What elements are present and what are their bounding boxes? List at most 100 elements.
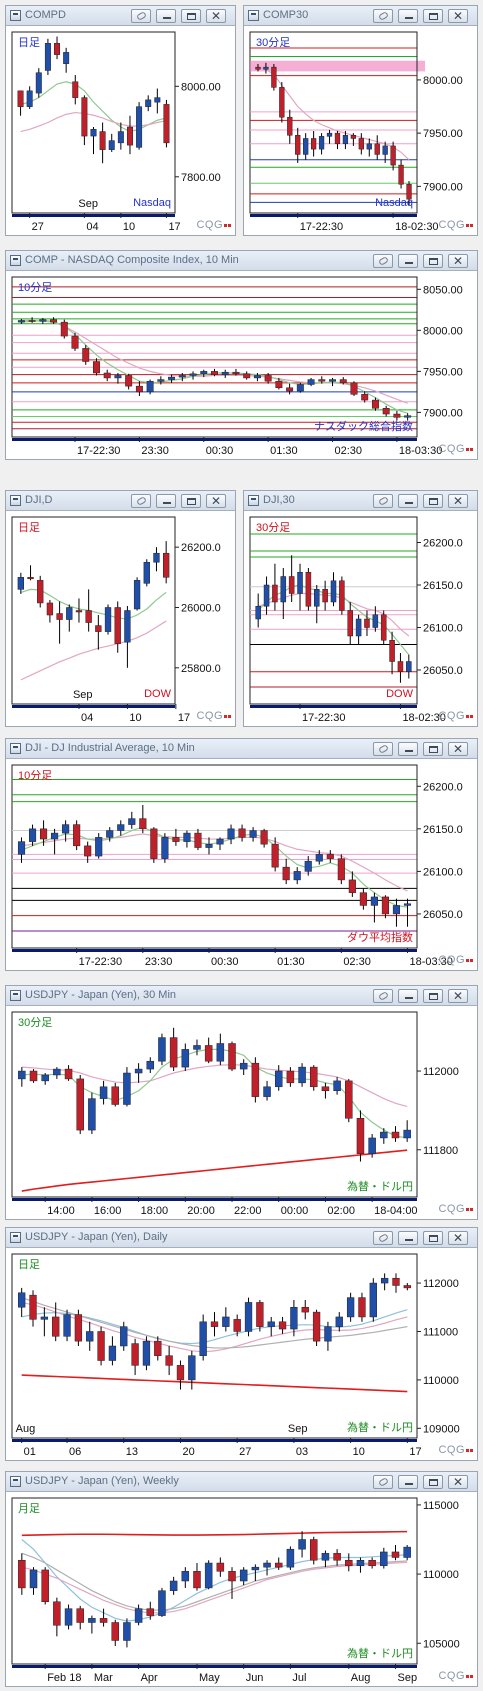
candle[interactable] [358,133,364,155]
candle[interactable] [406,654,412,679]
candle[interactable] [95,833,103,859]
minimize-button[interactable] [398,9,418,23]
candle[interactable] [356,1557,365,1573]
candle[interactable] [189,371,197,380]
candle[interactable] [227,824,235,845]
candle[interactable] [330,572,337,607]
candle[interactable] [136,102,143,150]
candle[interactable] [263,1560,271,1576]
candle[interactable] [99,122,106,164]
candle[interactable] [296,382,304,393]
candle[interactable] [368,1134,376,1158]
candle[interactable] [374,135,380,160]
maximize-button[interactable] [181,9,201,23]
candle[interactable] [165,1346,173,1376]
candle[interactable] [88,1092,96,1135]
candle[interactable] [339,377,347,385]
candle[interactable] [333,1549,341,1566]
candle[interactable] [50,317,58,324]
candle[interactable] [249,827,257,842]
candle[interactable] [393,410,401,421]
candle[interactable] [17,318,25,324]
candle[interactable] [371,397,379,411]
close-button[interactable]: ✕ [448,494,468,508]
candle[interactable] [134,1604,143,1626]
candle[interactable] [40,820,48,846]
close-button[interactable]: ✕ [448,989,468,1003]
candle[interactable] [301,1300,309,1320]
candle[interactable] [183,830,191,848]
chart-canvas[interactable]: 112000 111000 110000 109000 01 06 13 20 27 03 10 17… [6,1248,477,1460]
candle[interactable] [131,1338,139,1376]
candle[interactable] [76,1605,84,1630]
chart-canvas[interactable]: 112000 111800 14:00 16:00 18:00 20:00 22:00 00:… [6,1006,477,1219]
candle[interactable] [106,827,114,842]
candle[interactable] [178,373,186,382]
candle[interactable] [95,615,102,650]
candle[interactable] [406,181,412,206]
candle[interactable] [278,1316,287,1334]
candle[interactable] [66,604,73,632]
candle[interactable] [337,854,345,885]
candle[interactable] [163,99,170,148]
candle[interactable] [71,332,79,351]
maximize-button[interactable] [423,9,443,23]
candle[interactable] [135,381,143,396]
candle[interactable] [256,1300,264,1332]
minimize-button[interactable] [398,1475,418,1489]
chart-canvas[interactable]: 8050.00 8000.00 7950.00 7900.00 17-22:30 23:3… [6,271,477,459]
candle[interactable] [168,374,176,383]
close-button[interactable]: ✕ [206,494,226,508]
maximize-button[interactable] [423,989,443,1003]
candle[interactable] [356,1110,365,1162]
candle[interactable] [298,1531,306,1558]
candle[interactable] [324,1321,332,1351]
maximize-button[interactable] [423,1475,443,1489]
candle[interactable] [244,1297,253,1337]
candle[interactable] [228,1041,236,1072]
candle[interactable] [382,141,388,163]
candle[interactable] [35,68,42,98]
minimize-button[interactable] [398,1231,418,1245]
close-button[interactable]: ✕ [448,254,468,268]
candle[interactable] [161,833,169,863]
candle[interactable] [82,345,90,365]
candle[interactable] [128,811,136,829]
candle[interactable] [117,122,124,150]
candle[interactable] [333,1076,341,1095]
candle[interactable] [114,601,121,653]
candle[interactable] [150,827,158,863]
candle[interactable] [216,1033,225,1066]
candle[interactable] [41,1073,49,1085]
candle[interactable] [345,1078,353,1123]
candle[interactable] [27,565,34,581]
candle[interactable] [346,1292,355,1322]
minimize-button[interactable] [398,742,418,756]
candle[interactable] [347,602,353,645]
candle[interactable] [380,1128,388,1144]
close-button[interactable]: ✕ [448,1475,468,1489]
candle[interactable] [263,62,269,74]
close-button[interactable]: ✕ [448,742,468,756]
candle[interactable] [312,1309,321,1346]
candle[interactable] [228,1567,236,1599]
candle[interactable] [154,88,161,114]
candle[interactable] [163,541,170,584]
candle[interactable] [194,828,202,851]
candle[interactable] [46,599,54,623]
maximize-button[interactable] [423,1231,443,1245]
candle[interactable] [60,319,68,339]
candle[interactable] [28,317,36,323]
candle[interactable] [288,555,295,602]
candle[interactable] [310,131,317,157]
candle[interactable] [391,1545,400,1561]
candle[interactable] [286,1067,295,1087]
candle[interactable] [310,1536,318,1565]
minimize-button[interactable] [398,989,418,1003]
candle[interactable] [271,63,277,91]
candle[interactable] [398,159,404,189]
candle[interactable] [146,379,154,395]
candle[interactable] [111,1082,119,1107]
candle[interactable] [318,133,325,155]
close-button[interactable]: ✕ [448,9,468,23]
